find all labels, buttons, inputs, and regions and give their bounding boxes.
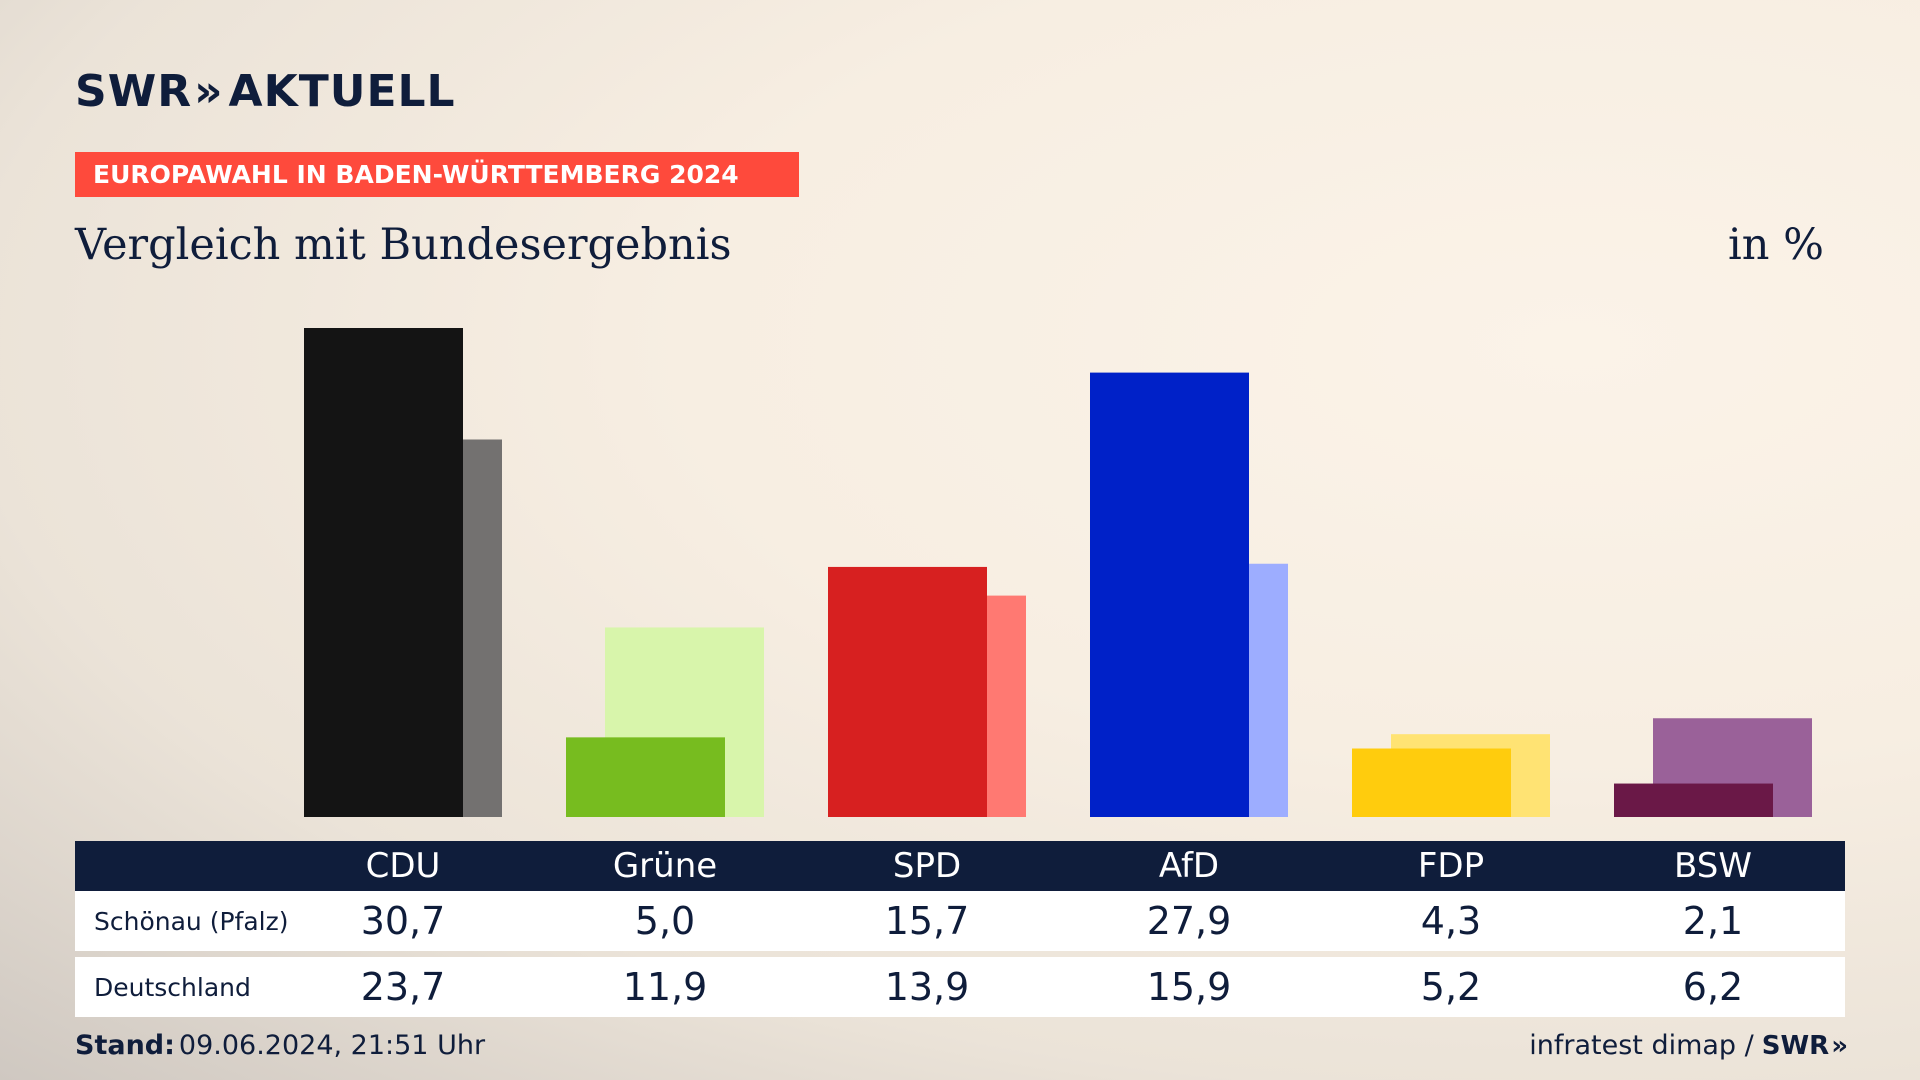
table-row: Schönau (Pfalz) 30,7 5,0 15,7 27,9 4,3 2,1 [75, 891, 1845, 951]
value-cell-gruene: 5,0 [634, 899, 696, 943]
column-header-fdp: FDP [1417, 846, 1485, 886]
swr-aktuell-logo: SWR » AKTUELL [75, 66, 456, 117]
value-cell-spd: 13,9 [884, 965, 970, 1009]
election-badge: EUROPAWAHL IN BADEN-WÜRTTEMBERG 2024 [75, 152, 799, 197]
bar-bsw-schoenau [1614, 783, 1773, 817]
value-cell-fdp: 5,2 [1420, 965, 1482, 1009]
column-header-gruene: Grüne [612, 846, 718, 886]
column-header-afd: AfD [1158, 846, 1220, 886]
timestamp: Stand: 09.06.2024, 21:51 Uhr [75, 1030, 485, 1061]
value-cell-bsw: 2,1 [1682, 899, 1744, 943]
swr-mini-text: SWR [1761, 1030, 1830, 1061]
value-cell-fdp: 4,3 [1420, 899, 1482, 943]
bar-cdu-schoenau [304, 328, 463, 817]
bar-chart [304, 328, 1812, 817]
source-credit: infratest dimap / SWR» [1529, 1030, 1848, 1061]
column-header-spd: SPD [892, 846, 962, 886]
value-cell-cdu: 23,7 [360, 965, 446, 1009]
value-cell-spd: 15,7 [884, 899, 970, 943]
row-label: Deutschland [94, 972, 251, 1002]
results-table: CDU Grüne SPD AfD FDP BSW Schönau (Pfalz) 30,… [75, 841, 1845, 1017]
value-cell-afd: 27,9 [1146, 899, 1232, 943]
value-cell-gruene: 11,9 [622, 965, 708, 1009]
bar-afd-schoenau [1090, 372, 1249, 817]
bar-spd-schoenau [828, 566, 987, 817]
row-label: Schönau (Pfalz) [94, 906, 289, 936]
swr-mini-chevrons-icon: » [1831, 1030, 1848, 1061]
value-cell-afd: 15,9 [1146, 965, 1232, 1009]
stand-label: Stand: [75, 1030, 175, 1061]
logo-swr-text: SWR [75, 66, 193, 117]
unit-label: in % [1728, 220, 1824, 270]
bar-fdp-schoenau [1352, 748, 1511, 817]
logo-aktuell-text: AKTUELL [228, 66, 456, 117]
column-header-cdu: CDU [365, 846, 441, 886]
stand-value: 09.06.2024, 21:51 Uhr [178, 1030, 486, 1061]
value-cell-cdu: 30,7 [360, 899, 446, 943]
swr-mini-logo: SWR» [1761, 1030, 1848, 1061]
column-header-bsw: BSW [1674, 846, 1752, 886]
source-text: infratest dimap / [1529, 1030, 1754, 1061]
value-cell-bsw: 6,2 [1682, 965, 1744, 1009]
chart-subtitle: Vergleich mit Bundesergebnis [75, 220, 732, 270]
bar-gruene-schoenau [566, 737, 725, 817]
table-row: Deutschland 23,7 11,9 13,9 15,9 5,2 6,2 [75, 957, 1845, 1017]
table-header-row: CDU Grüne SPD AfD FDP BSW [75, 841, 1845, 891]
